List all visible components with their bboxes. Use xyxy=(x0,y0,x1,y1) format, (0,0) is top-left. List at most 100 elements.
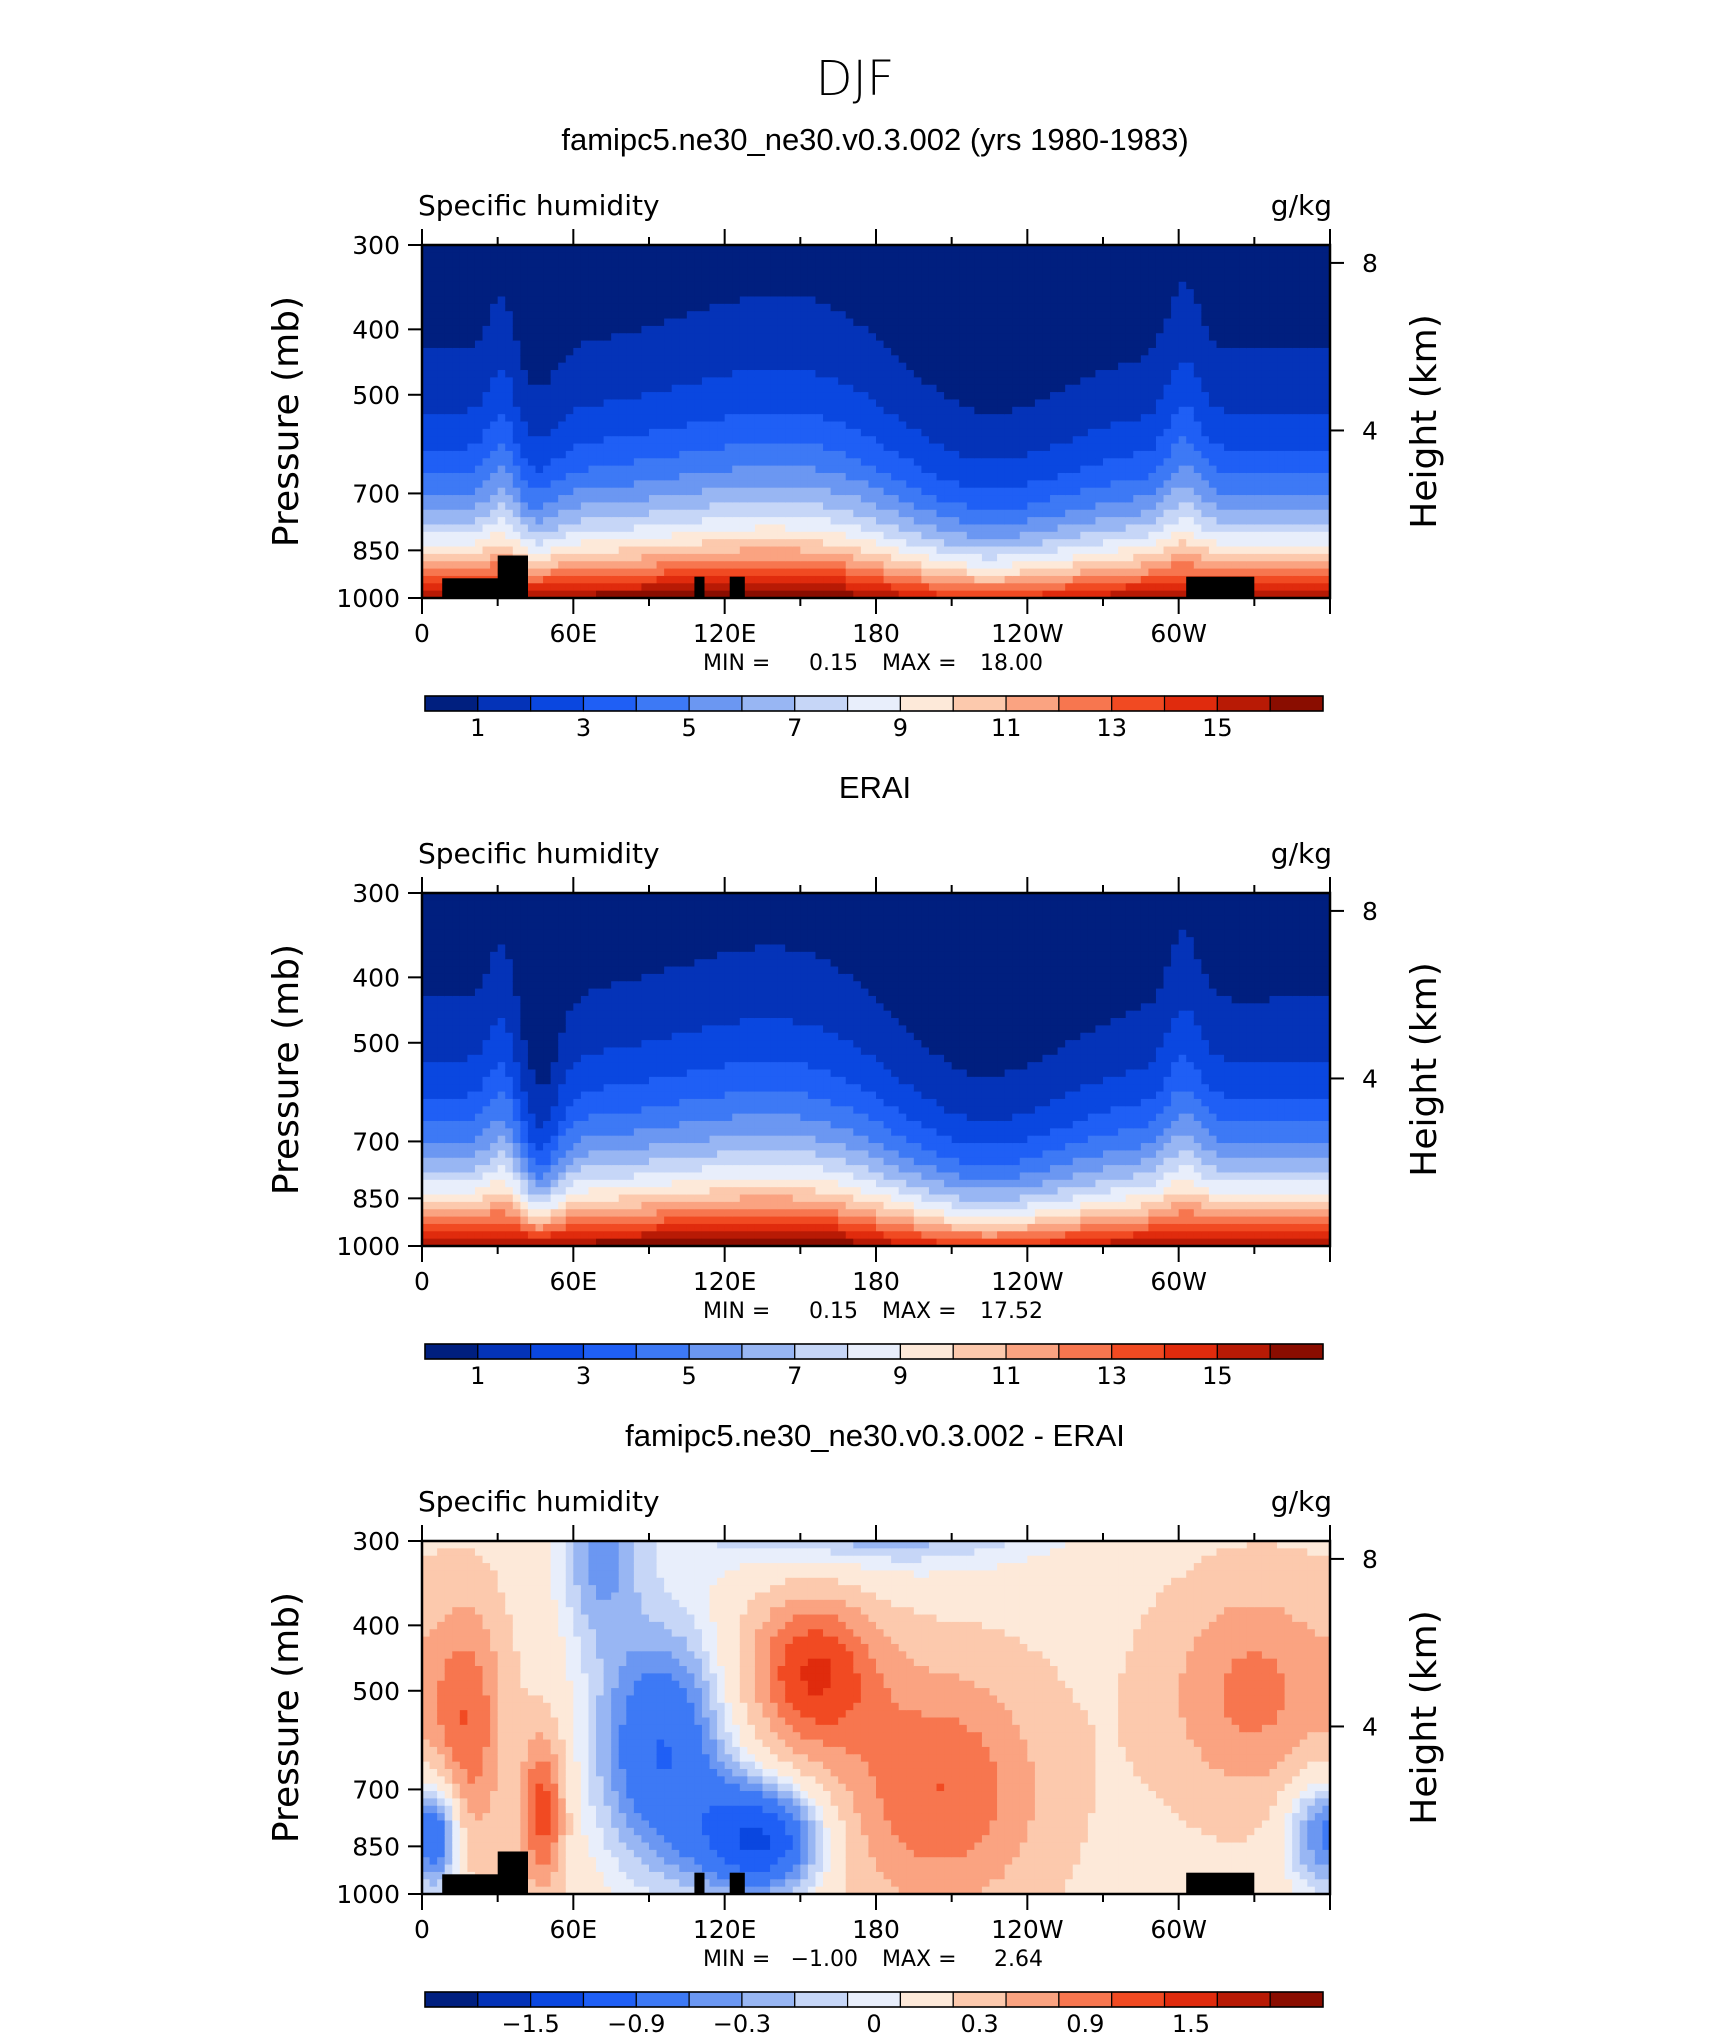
field-cell xyxy=(974,370,983,378)
field-cell xyxy=(618,377,627,386)
field-cell xyxy=(1133,546,1142,555)
field-cell xyxy=(807,325,817,334)
field-cell xyxy=(641,347,650,356)
field-cell xyxy=(876,325,885,334)
field-cell xyxy=(951,414,960,423)
field-cell xyxy=(830,414,839,423)
field-cell xyxy=(928,311,938,320)
field-cell xyxy=(1133,443,1142,452)
field-cell xyxy=(1155,458,1165,467)
field-cell xyxy=(580,517,590,526)
field-cell xyxy=(807,472,817,481)
field-cell xyxy=(1103,414,1112,423)
field-cell xyxy=(997,553,1006,562)
field-cell xyxy=(422,245,431,253)
field-cell xyxy=(830,370,839,378)
field-cell xyxy=(1065,472,1074,481)
field-cell xyxy=(989,517,998,526)
field-cell xyxy=(1118,495,1127,503)
field-cell xyxy=(997,281,1006,290)
field-cell xyxy=(701,458,711,467)
field-cell xyxy=(959,465,968,474)
field-cell xyxy=(785,443,794,452)
field-cell xyxy=(422,399,431,408)
field-cell xyxy=(573,392,582,401)
field-cell xyxy=(754,480,764,489)
field-cell xyxy=(664,458,673,467)
field-cell xyxy=(739,502,748,511)
field-cell xyxy=(860,384,870,393)
field-cell xyxy=(951,289,960,298)
field-cell xyxy=(913,487,922,496)
field-cell xyxy=(474,480,484,489)
field-cell xyxy=(497,325,506,334)
field-cell xyxy=(807,568,817,577)
field-cell xyxy=(724,399,733,408)
field-cell xyxy=(694,487,703,496)
field-cell xyxy=(527,311,537,320)
field-cell xyxy=(641,458,650,467)
field-cell xyxy=(1095,377,1104,386)
field-cell xyxy=(1103,472,1112,481)
field-cell xyxy=(724,553,733,562)
field-cell xyxy=(966,465,975,474)
field-cell xyxy=(928,583,938,592)
field-cell xyxy=(823,303,832,312)
field-cell xyxy=(974,377,983,386)
field-cell xyxy=(429,524,438,533)
field-cell xyxy=(944,355,953,364)
field-cell xyxy=(800,377,809,386)
field-cell xyxy=(845,399,854,408)
field-cell xyxy=(936,281,945,290)
field-cell xyxy=(951,347,960,356)
field-cell xyxy=(565,458,574,467)
field-cell xyxy=(558,436,567,445)
field-cell xyxy=(883,289,892,298)
field-cell xyxy=(701,539,711,548)
field-cell xyxy=(1103,252,1112,261)
field-cell xyxy=(1163,546,1172,555)
field-cell xyxy=(1186,561,1195,570)
field-cell xyxy=(1133,414,1142,423)
field-cell xyxy=(1057,406,1066,415)
field-cell xyxy=(959,414,968,423)
field-cell xyxy=(762,458,771,467)
field-cell xyxy=(709,377,718,386)
field-cell xyxy=(732,252,741,261)
field-cell xyxy=(823,583,832,592)
field-cell xyxy=(860,311,870,320)
field-cell xyxy=(1201,384,1210,393)
field-cell xyxy=(944,539,953,548)
field-cell xyxy=(603,539,612,548)
field-cell xyxy=(1163,296,1172,305)
field-cell xyxy=(800,443,809,452)
field-cell xyxy=(1027,458,1036,467)
field-cell xyxy=(883,575,892,584)
field-cell xyxy=(860,362,870,371)
field-cell xyxy=(830,267,839,276)
field-cell xyxy=(490,311,499,320)
field-cell xyxy=(762,561,771,570)
field-cell xyxy=(512,421,521,430)
field-cell xyxy=(603,289,612,298)
field-cell xyxy=(1148,421,1157,430)
field-cell xyxy=(1125,362,1134,371)
field-cell xyxy=(1012,517,1021,526)
field-cell xyxy=(497,355,506,364)
field-cell xyxy=(868,377,877,386)
field-cell xyxy=(1125,318,1134,327)
field-cell xyxy=(906,465,915,474)
field-cell xyxy=(1042,524,1051,533)
field-cell xyxy=(505,259,514,268)
field-cell xyxy=(1110,311,1119,320)
field-cell xyxy=(898,495,907,503)
field-cell xyxy=(709,267,718,276)
field-cell xyxy=(512,311,521,320)
field-cell xyxy=(1178,458,1187,467)
field-cell xyxy=(497,406,506,415)
field-cell xyxy=(1057,546,1066,555)
field-cell xyxy=(520,245,529,253)
field-cell xyxy=(618,458,627,467)
field-cell xyxy=(709,472,718,481)
field-cell xyxy=(573,318,582,327)
